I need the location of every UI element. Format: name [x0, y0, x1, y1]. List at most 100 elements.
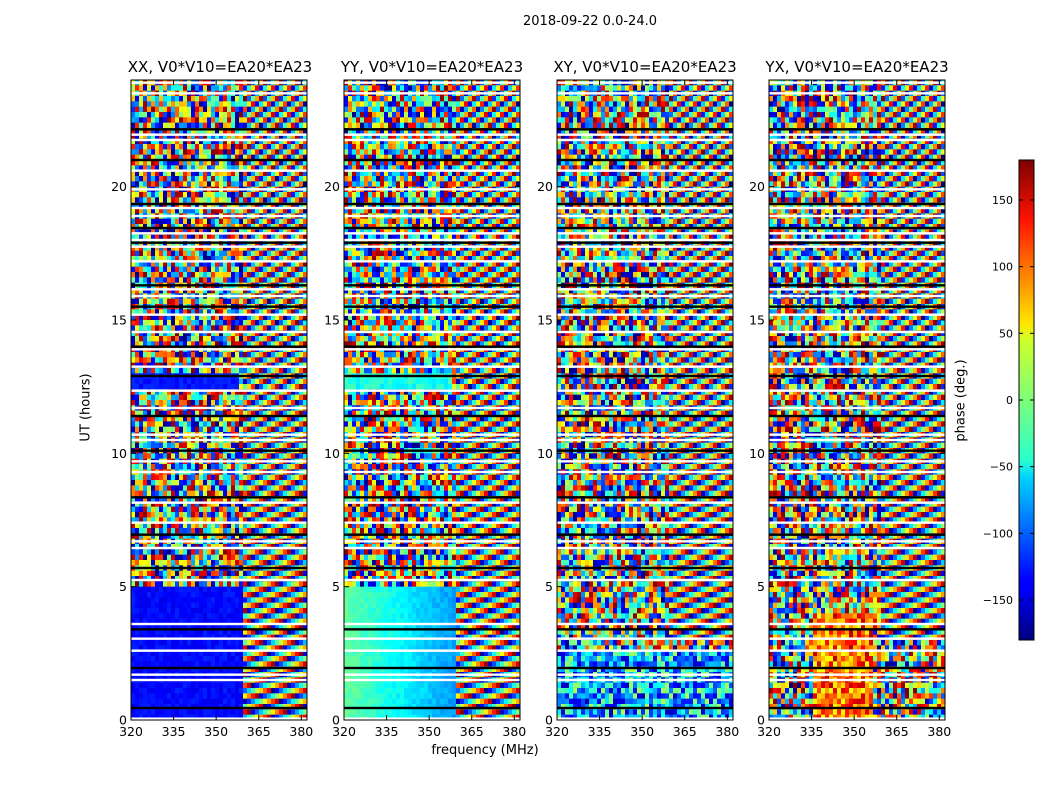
- heatmap-cell: [203, 85, 207, 91]
- heatmap-cell: [183, 613, 187, 619]
- heatmap-cell: [163, 101, 167, 107]
- heatmap-cell: [291, 587, 295, 593]
- heatmap-cell: [183, 149, 187, 155]
- heatmap-cell: [263, 352, 267, 358]
- heatmap-cell: [171, 352, 175, 358]
- heatmap-cell: [255, 112, 259, 118]
- heatmap-cell: [183, 656, 187, 662]
- heatmap-cell: [199, 485, 203, 491]
- heatmap-cell: [179, 683, 183, 689]
- heatmap-cell: [151, 107, 155, 113]
- heatmap-cell: [163, 107, 167, 113]
- heatmap-cell: [203, 379, 207, 385]
- heatmap-cell: [155, 85, 159, 91]
- heatmap-cell: [159, 192, 163, 198]
- heatmap-cell: [231, 571, 235, 577]
- heatmap-cell: [143, 427, 147, 433]
- heatmap-cell: [291, 101, 295, 107]
- heatmap-cell: [259, 299, 263, 305]
- heatmap-cell: [187, 267, 191, 273]
- heatmap-cell: [231, 85, 235, 91]
- heatmap-cell: [263, 491, 267, 497]
- heatmap-cell: [279, 192, 283, 198]
- heatmap-cell: [211, 475, 215, 481]
- heatmap-cell: [187, 608, 191, 614]
- heatmap-cell: [231, 267, 235, 273]
- heatmap-cell: [247, 581, 251, 587]
- heatmap-cell: [239, 320, 243, 326]
- heatmap-cell: [219, 427, 223, 433]
- heatmap-cell: [163, 512, 167, 518]
- heatmap-cell: [287, 379, 291, 385]
- heatmap-cell: [275, 475, 279, 481]
- heatmap-cell: [175, 683, 179, 689]
- heatmap-cell: [251, 197, 255, 203]
- heatmap-cell: [183, 443, 187, 449]
- heatmap-cell: [207, 555, 211, 561]
- heatmap-cell: [131, 475, 135, 481]
- heatmap-cell: [215, 395, 219, 401]
- heatmap-cell: [191, 176, 195, 182]
- heatmap-cell: [151, 400, 155, 406]
- heatmap-cell: [219, 379, 223, 385]
- heatmap-cell: [143, 368, 147, 374]
- heatmap-cell: [271, 101, 275, 107]
- heatmap-cell: [135, 85, 139, 91]
- heatmap-cell: [211, 107, 215, 113]
- heatmap-cell: [275, 352, 279, 358]
- heatmap-cell: [291, 443, 295, 449]
- heatmap-cell: [295, 512, 299, 518]
- heatmap-cell: [183, 549, 187, 555]
- heatmap-cell: [179, 181, 183, 187]
- heatmap-cell: [179, 357, 183, 363]
- heatmap-cell: [207, 101, 211, 107]
- heatmap-cell: [239, 117, 243, 123]
- heatmap-cell: [171, 491, 175, 497]
- heatmap-cell: [247, 267, 251, 273]
- heatmap-cell: [155, 592, 159, 598]
- heatmap-cell: [251, 219, 255, 225]
- heatmap-cell: [195, 528, 199, 534]
- heatmap-cell: [287, 571, 291, 577]
- heatmap-cell: [199, 555, 203, 561]
- heatmap-cell: [131, 85, 135, 91]
- heatmap-cell: [199, 395, 203, 401]
- heatmap-cell: [131, 400, 135, 406]
- heatmap-cell: [203, 421, 207, 427]
- heatmap-cell: [131, 149, 135, 155]
- heatmap-cell: [167, 592, 171, 598]
- heatmap-cell: [259, 656, 263, 662]
- heatmap-cell: [227, 597, 231, 603]
- heatmap-cell: [171, 581, 175, 587]
- heatmap-cell: [239, 656, 243, 662]
- heatmap-cell: [211, 219, 215, 225]
- heatmap-cell: [187, 464, 191, 470]
- heatmap-cell: [207, 395, 211, 401]
- heatmap-cell: [219, 368, 223, 374]
- heatmap-cell: [207, 528, 211, 534]
- heatmap-cell: [139, 661, 143, 667]
- heatmap-cell: [287, 485, 291, 491]
- heatmap-cell: [263, 320, 267, 326]
- heatmap-cell: [239, 368, 243, 374]
- heatmap-cell: [147, 357, 151, 363]
- heatmap-cell: [291, 464, 295, 470]
- heatmap-cell: [203, 613, 207, 619]
- heatmap-cell: [155, 581, 159, 587]
- heatmap-cell: [159, 464, 163, 470]
- heatmap-cell: [199, 123, 203, 129]
- heatmap-cell: [235, 427, 239, 433]
- heatmap-cell: [235, 640, 239, 646]
- heatmap-cell: [163, 597, 167, 603]
- heatmap-cell: [175, 491, 179, 497]
- heatmap-cell: [243, 357, 247, 363]
- heatmap-cell: [179, 176, 183, 182]
- heatmap-cell: [183, 475, 187, 481]
- heatmap-cell: [195, 475, 199, 481]
- heatmap-cell: [283, 656, 287, 662]
- heatmap-cell: [191, 549, 195, 555]
- heatmap-cell: [287, 661, 291, 667]
- heatmap-cell: [219, 475, 223, 481]
- heatmap-cell: [203, 368, 207, 374]
- heatmap-cell: [139, 107, 143, 113]
